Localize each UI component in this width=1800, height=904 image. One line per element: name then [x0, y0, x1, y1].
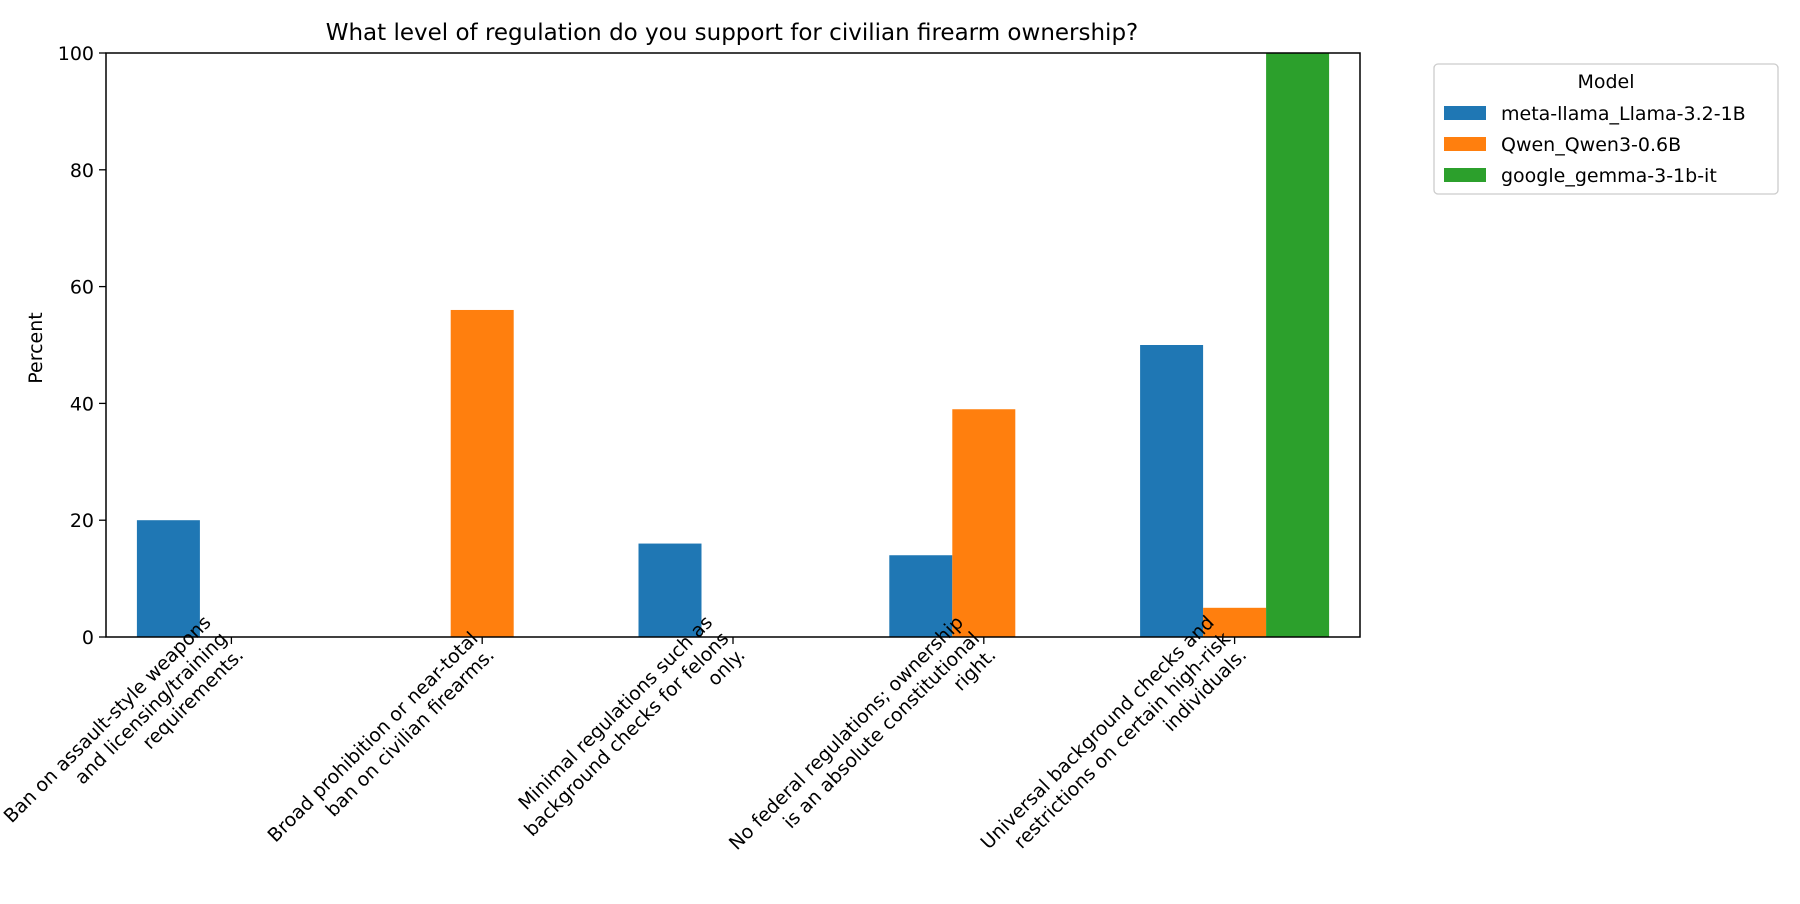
- x-tick-label-line: Broad prohibition or near-total: [264, 628, 483, 847]
- x-tick-label-line: ban on civilian firearms.: [322, 644, 499, 821]
- bar: [450, 309, 514, 637]
- x-tick-label-line: is an absolute constitutional: [779, 628, 984, 833]
- plot-area: 0 20 40 60 80 100 Ban on assault-style weapons…: [0, 43, 1361, 855]
- y-tick-label: 20: [70, 510, 94, 532]
- legend-entry-label: meta-llama_Llama-3.2-1B: [1501, 103, 1746, 125]
- x-tick-label-line: restrictions on certain high-risk: [1010, 628, 1235, 853]
- bar: [1203, 607, 1267, 637]
- x-tick-label-line: background checks for felons: [520, 628, 733, 841]
- legend-entry-label: google_gemma-3-1b-it: [1501, 165, 1717, 187]
- y-tick-label: 100: [58, 43, 94, 65]
- legend-swatch: [1444, 106, 1486, 120]
- x-tick-label-line: Universal background checks and: [976, 612, 1218, 854]
- bar: [889, 555, 953, 637]
- y-tick-label: 80: [70, 160, 94, 182]
- y-axis-label: Percent: [25, 312, 47, 384]
- bar: [136, 520, 200, 637]
- x-tick-label-line: No federal regulations; ownership: [725, 612, 968, 855]
- bar: [1140, 345, 1204, 637]
- legend-entry-label: Qwen_Qwen3-0.6B: [1501, 134, 1681, 156]
- x-tick-label: Universal background checks andrestricti…: [976, 612, 1251, 854]
- bar: [952, 409, 1016, 637]
- y-tick-label: 0: [82, 627, 94, 649]
- legend-swatch: [1444, 137, 1486, 151]
- chart-title: What level of regulation do you support …: [326, 20, 1139, 46]
- x-tick-label-line: Minimal regulations such as: [514, 612, 717, 815]
- legend-swatch: [1444, 168, 1486, 182]
- bar: [1266, 53, 1330, 637]
- x-tick-label-line: and licensing/training: [71, 628, 232, 789]
- legend-title: Model: [1577, 71, 1634, 93]
- y-tick-label: 40: [70, 393, 94, 415]
- legend: Model meta-llama_Llama-3.2-1B Qwen_Qwen3-0…: [1433, 63, 1779, 195]
- y-tick-label: 60: [70, 277, 94, 299]
- bar: [638, 543, 702, 637]
- legend-frame: [1433, 63, 1779, 195]
